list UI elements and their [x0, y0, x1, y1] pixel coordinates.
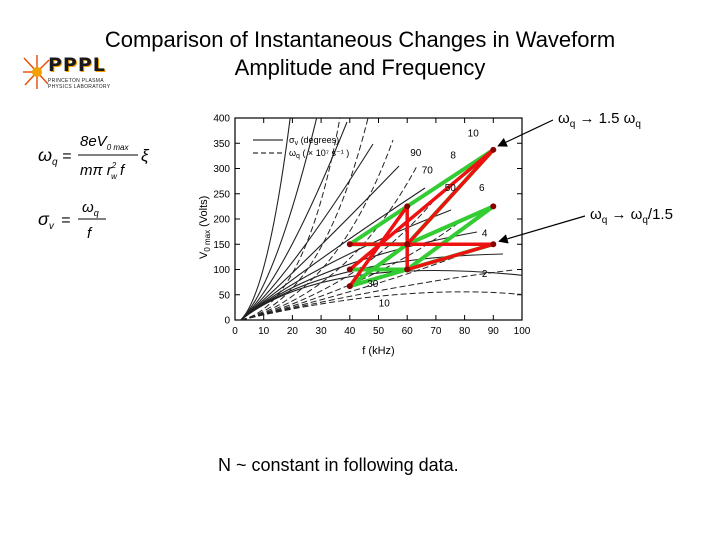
annotation-up-arrow: [497, 119, 554, 147]
svg-text:=: =: [62, 148, 71, 165]
y-tick-label: 100: [213, 265, 230, 276]
pppl-logo: PPPL PRINCETON PLASMA PHYSICS LABORATORY: [22, 52, 114, 92]
x-tick-label: 100: [514, 326, 531, 337]
solid-curve: [240, 270, 522, 320]
red-segment: [405, 242, 496, 272]
dashed-curve: [240, 191, 442, 320]
scenario-overlay: [346, 146, 497, 290]
x-tick-label: 10: [258, 326, 270, 337]
legend-label: ωq ( × 10⁷ s⁻¹ ): [289, 148, 349, 160]
logo-word: PPPL: [48, 54, 106, 76]
y-tick-label: 350: [213, 139, 230, 150]
dashed-curve: [240, 165, 418, 320]
x-tick-label: 20: [287, 326, 299, 337]
green-segment: [405, 204, 496, 272]
scenario-point: [404, 203, 411, 210]
note-text: N ~ constant in following data.: [218, 455, 459, 475]
solid-curve: [240, 118, 318, 320]
dashed-curve: [240, 139, 394, 320]
dashed-curve: [240, 118, 369, 320]
y-tick-label: 250: [213, 189, 230, 200]
y-axis-label: V0 max(Volts): [198, 196, 212, 259]
omega-q-formula: ωq = 8eV0 max mπ r2 w f ξ: [38, 128, 158, 184]
scenario-point: [346, 266, 353, 273]
slide-title: Comparison of Instantaneous Changes in W…: [40, 26, 680, 82]
x-tick-label: 0: [232, 326, 238, 337]
sigma-v-numerator: ωq: [82, 199, 99, 218]
scenario-point: [404, 266, 411, 273]
scenario-point: [346, 241, 353, 248]
y-tick-label: 200: [213, 215, 230, 226]
omega-q-numerator: 8eV0 max: [80, 133, 129, 152]
sigma-v-lhs: σv: [38, 209, 55, 232]
curve-label: 10: [468, 129, 480, 140]
title-line-2: Amplitude and Frequency: [234, 55, 486, 80]
logo-burst-icon: [23, 55, 50, 89]
y-tick-label: 300: [213, 164, 230, 175]
red-segment: [405, 148, 496, 246]
solid-curve: [240, 118, 291, 320]
svg-text:=: =: [61, 212, 70, 229]
curve-label: 4: [482, 229, 488, 240]
curve-families: [240, 118, 522, 320]
axis-ticks: 0 10 20 30 40 50 60 70 80 90 100050100150200250300…: [213, 114, 530, 338]
chart-legend: σv (degrees)ωq ( × 10⁷ s⁻¹ ): [253, 135, 349, 160]
x-tick-label: 70: [430, 326, 442, 337]
scenario-point: [490, 241, 497, 248]
x-tick-label: 90: [488, 326, 500, 337]
y-tick-label: 0: [224, 316, 230, 327]
x-axis-label: f (kHz): [362, 345, 394, 357]
dashed-curve: [240, 291, 522, 320]
curve-label: 70: [422, 166, 434, 177]
curve-label: 30: [367, 279, 379, 290]
y-tick-label: 400: [213, 114, 230, 125]
solid-curve: [240, 143, 374, 320]
green-segment: [405, 147, 496, 209]
omega-q-factor: ξ: [141, 146, 150, 165]
green-segment: [347, 204, 410, 247]
solid-curve: [240, 165, 400, 320]
curve-label: 50: [445, 183, 457, 194]
legend-label: σv (degrees): [289, 135, 339, 147]
annotation-up: ωq → 1.5 ωq: [558, 110, 641, 130]
title-line-1: Comparison of Instantaneous Changes in W…: [104, 27, 616, 52]
sigma-v-denominator: f: [87, 225, 93, 242]
x-tick-label: 50: [373, 326, 385, 337]
y-tick-label: 150: [213, 240, 230, 251]
x-tick-label: 60: [402, 326, 414, 337]
curve-label: 6: [479, 183, 485, 194]
x-tick-label: 40: [344, 326, 356, 337]
dashed-curve: [240, 118, 341, 320]
annotation-down: ωq → ωq/1.5: [590, 206, 673, 226]
x-tick-label: 80: [459, 326, 471, 337]
annotation-down-arrow: [498, 215, 586, 244]
scenario-point: [404, 241, 411, 248]
omega-q-lhs: ωq: [38, 145, 58, 168]
green-segment: [405, 204, 496, 247]
curve-label: 10: [379, 298, 391, 309]
logo-sub-2: PHYSICS LABORATORY: [48, 84, 111, 90]
scenario-point: [490, 146, 497, 153]
logo-sub-1: PRINCETON PLASMA: [48, 78, 104, 84]
curve-label: 2: [482, 269, 488, 280]
curve-label: 90: [410, 148, 422, 159]
sigma-v-formula: σv = ωq f: [38, 196, 118, 246]
red-segment: [348, 148, 496, 272]
curve-label: 8: [450, 150, 456, 161]
y-tick-label: 50: [219, 290, 231, 301]
omega-q-denominator: mπ r2 w f: [80, 161, 126, 181]
solid-curve: [240, 187, 426, 320]
green-segment: [347, 242, 410, 289]
scenario-point: [490, 203, 497, 210]
scenario-point: [346, 283, 353, 290]
x-tick-label: 30: [316, 326, 328, 337]
